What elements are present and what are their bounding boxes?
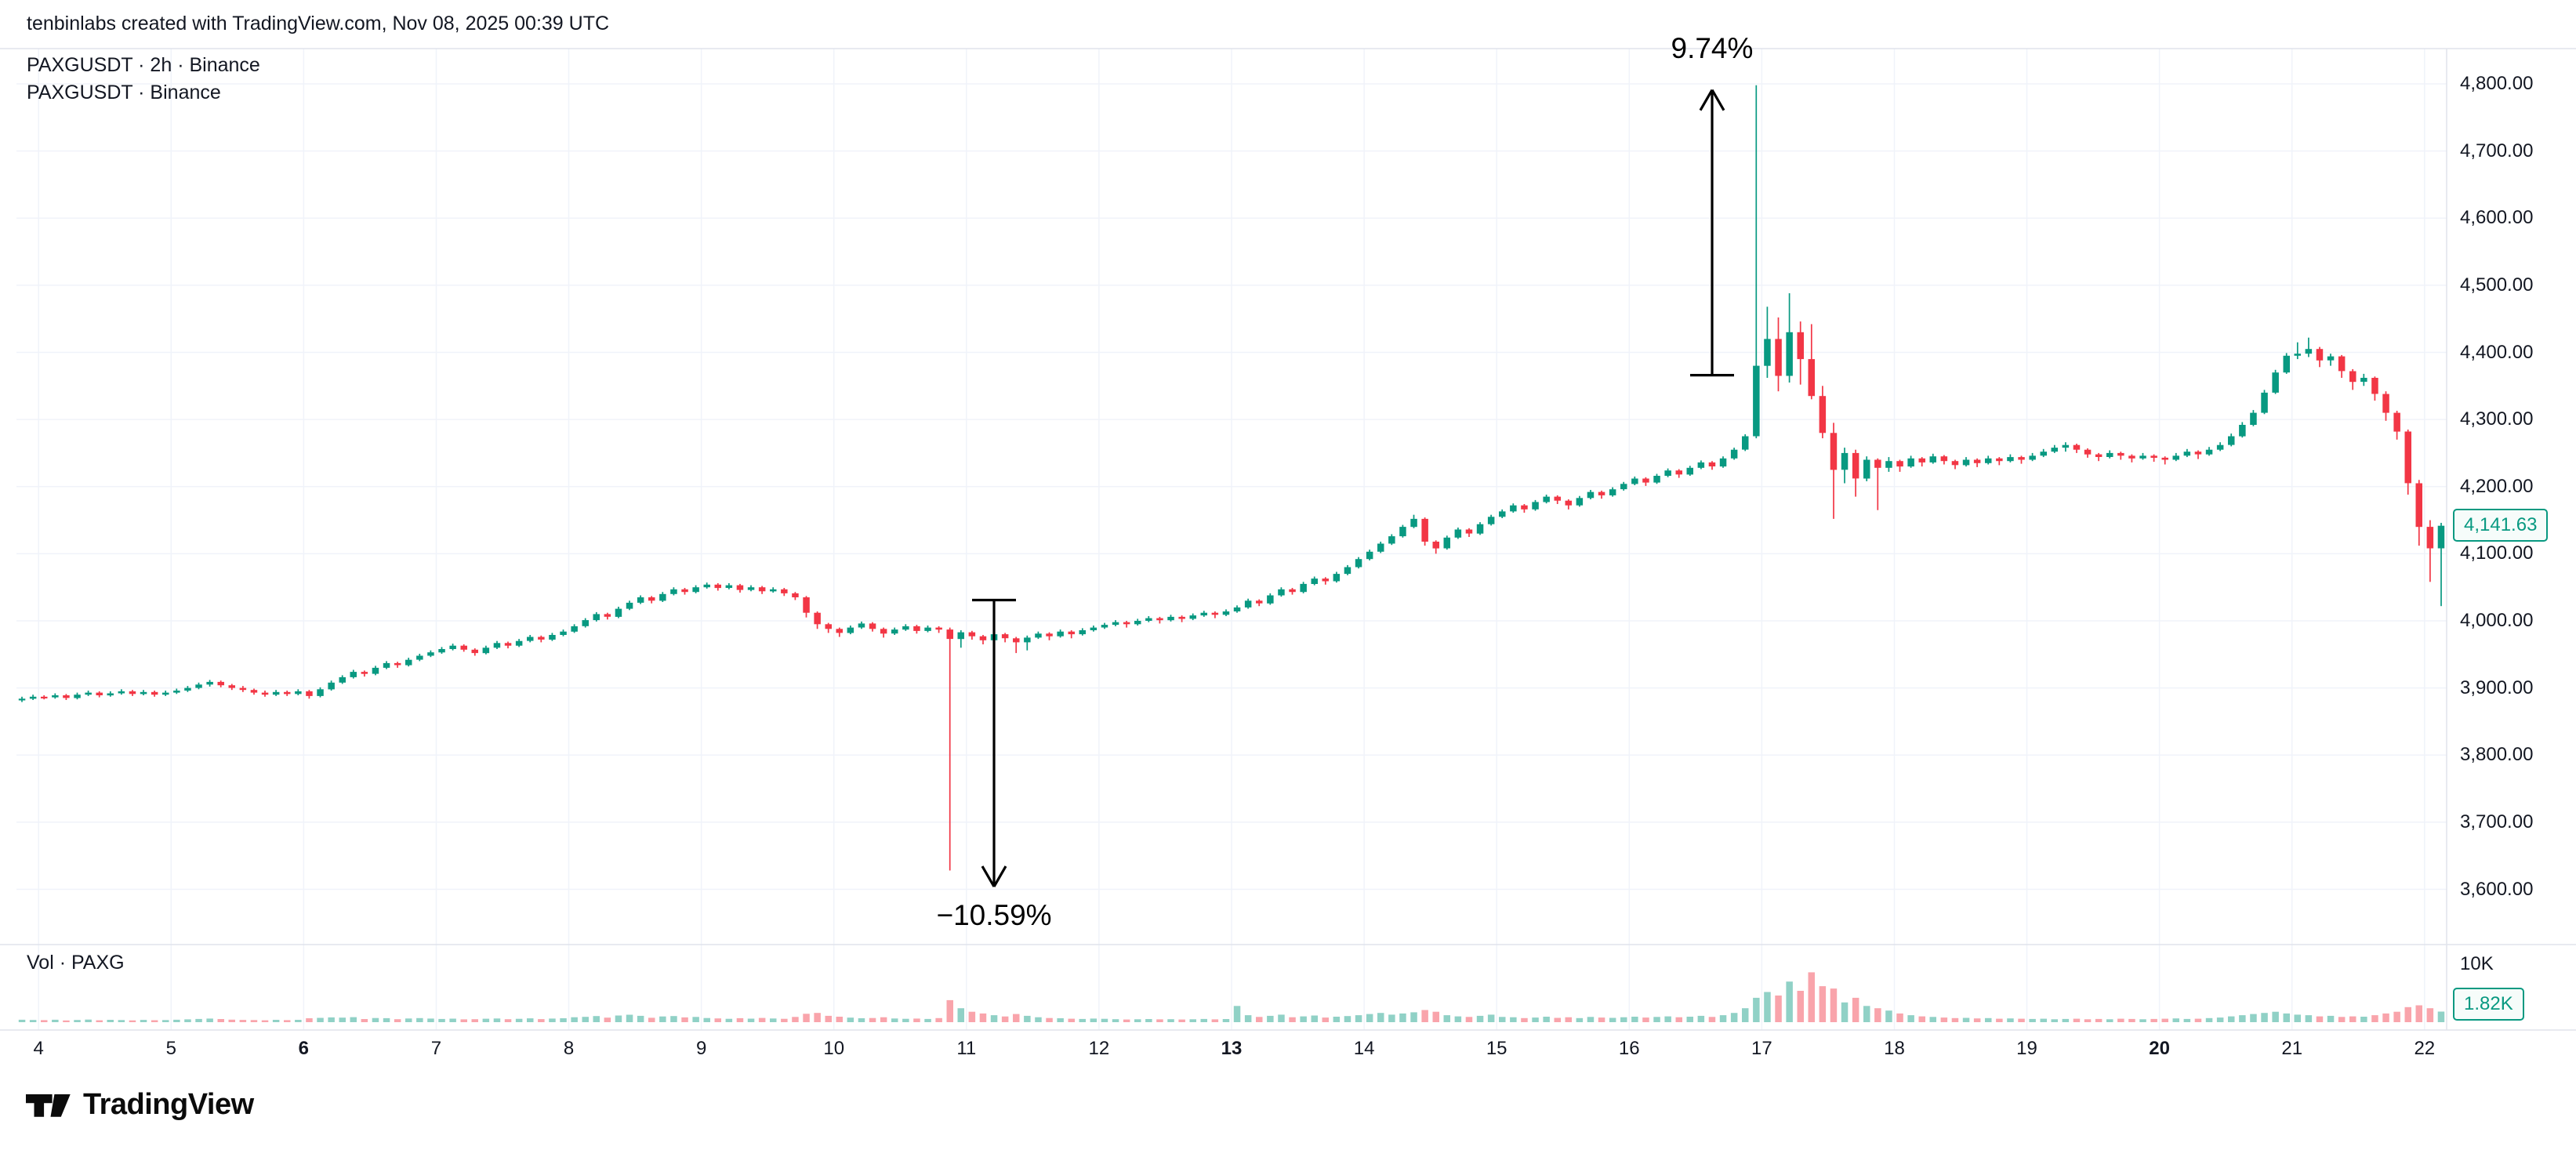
price-axis-label: 4,400.00 <box>2460 341 2534 363</box>
volume-scale-label: 10K <box>2460 953 2494 974</box>
last-price-badge: 4,141.63 <box>2453 508 2549 542</box>
time-axis-label: 16 <box>1618 1038 1640 1059</box>
time-axis-label: 13 <box>1221 1038 1243 1059</box>
volume-pane-label: Vol · PAXG <box>27 952 125 974</box>
time-axis-label: 17 <box>1751 1038 1772 1059</box>
last-volume-badge: 1.82K <box>2453 988 2524 1021</box>
time-axis-label: 21 <box>2281 1038 2303 1059</box>
annotation-label: −10.59% <box>936 899 1052 932</box>
price-axis-label: 4,000.00 <box>2460 610 2534 631</box>
legend-symbol-line: PAXGUSDT · 2h · Binance <box>27 54 260 76</box>
price-axis-label: 3,800.00 <box>2460 744 2534 766</box>
time-axis-label: 20 <box>2149 1038 2170 1059</box>
time-axis-label: 7 <box>430 1038 442 1059</box>
price-axis-label: 3,900.00 <box>2460 676 2534 698</box>
time-axis-label: 19 <box>2016 1038 2037 1059</box>
time-axis-label: 6 <box>298 1038 310 1059</box>
price-axis-label: 3,700.00 <box>2460 811 2534 832</box>
time-axis-label: 11 <box>956 1038 977 1059</box>
time-axis-label: 10 <box>823 1038 845 1059</box>
annotation-label: 9.74% <box>1671 31 1754 64</box>
price-axis-label: 4,200.00 <box>2460 475 2534 497</box>
time-axis-label: 9 <box>695 1038 707 1059</box>
time-axis-label: 14 <box>1353 1038 1375 1059</box>
attribution-text: tenbinlabs created with TradingView.com,… <box>27 13 610 34</box>
legend-series-line: PAXGUSDT · Binance <box>27 82 221 103</box>
time-axis-label: 15 <box>1486 1038 1508 1059</box>
chart-legend: PAXGUSDT · 2h · Binance PAXGUSDT · Binan… <box>27 52 260 107</box>
time-axis-label: 5 <box>165 1038 176 1059</box>
time-axis-label: 22 <box>2414 1038 2436 1059</box>
time-axis-label: 12 <box>1088 1038 1110 1059</box>
tradingview-branding[interactable]: TradingView <box>24 1088 254 1122</box>
time-axis-label: 8 <box>563 1038 575 1059</box>
price-axis-label: 4,100.00 <box>2460 542 2534 564</box>
price-axis-label: 4,800.00 <box>2460 73 2534 94</box>
time-axis-label: 18 <box>1884 1038 1905 1059</box>
tradingview-logo-icon <box>26 1094 71 1117</box>
price-axis-label: 4,500.00 <box>2460 274 2534 296</box>
price-axis-label: 4,300.00 <box>2460 408 2534 430</box>
time-axis-label: 4 <box>33 1038 44 1059</box>
price-axis-label: 3,600.00 <box>2460 878 2534 900</box>
price-axis-label: 4,700.00 <box>2460 140 2534 161</box>
brand-name: TradingView <box>83 1088 254 1121</box>
price-axis-label: 4,600.00 <box>2460 207 2534 229</box>
